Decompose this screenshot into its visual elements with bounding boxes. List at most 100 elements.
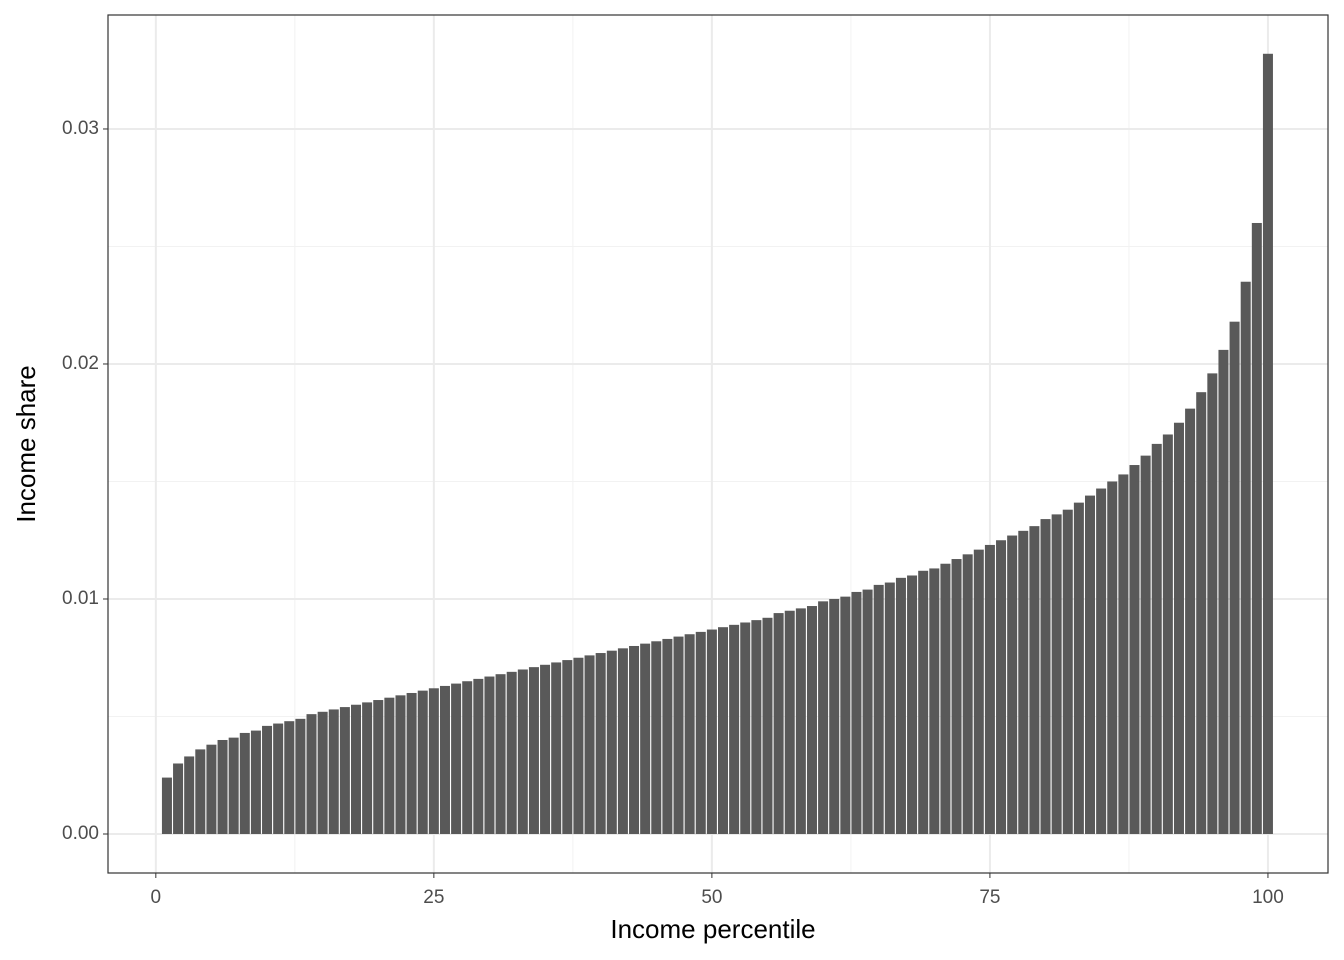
bar — [551, 662, 562, 834]
bar — [506, 671, 517, 834]
bar — [595, 653, 606, 834]
bar — [851, 591, 862, 834]
x-tick-label: 100 — [1252, 887, 1284, 908]
bar — [1029, 526, 1040, 834]
bar — [439, 685, 450, 834]
bar — [996, 540, 1007, 834]
bar — [895, 577, 906, 834]
bar — [940, 563, 951, 834]
bar — [540, 664, 551, 834]
bar — [217, 739, 228, 834]
bar — [395, 695, 406, 834]
bar — [1129, 465, 1140, 834]
bar — [606, 650, 617, 834]
bar — [161, 777, 172, 834]
y-tick-label: 0.02 — [62, 353, 99, 374]
bar — [195, 749, 206, 834]
bar — [1007, 535, 1018, 834]
bar — [651, 641, 662, 834]
bar — [1151, 443, 1162, 834]
bar — [306, 714, 317, 834]
bar — [328, 709, 339, 834]
bar — [1162, 434, 1173, 834]
y-tick-label: 0.01 — [62, 588, 99, 609]
bar — [1229, 321, 1240, 834]
bar — [951, 559, 962, 834]
bar — [795, 608, 806, 834]
bar — [918, 570, 929, 834]
bar — [484, 676, 495, 834]
x-tick-label: 25 — [423, 887, 444, 908]
bar — [1040, 519, 1051, 834]
bar — [562, 660, 573, 834]
bar — [1196, 392, 1207, 834]
bar — [784, 610, 795, 834]
bar — [762, 617, 773, 834]
bar — [1240, 281, 1251, 834]
bar — [451, 683, 462, 834]
bar — [339, 707, 350, 834]
bar — [1107, 481, 1118, 834]
bar — [228, 737, 239, 834]
bar — [1218, 349, 1229, 834]
bar — [1096, 488, 1107, 834]
bar — [806, 606, 817, 834]
bar — [350, 704, 362, 834]
bar — [462, 681, 473, 834]
bar — [718, 627, 729, 834]
bar — [295, 718, 306, 834]
bar — [840, 596, 851, 834]
bar — [684, 634, 695, 834]
bar — [740, 622, 751, 834]
bar — [406, 692, 417, 834]
bar — [984, 544, 995, 834]
y-tick-label: 0.00 — [62, 823, 99, 844]
bar — [640, 643, 651, 834]
bar — [517, 669, 528, 834]
x-axis-title: Income percentile — [610, 914, 815, 944]
bar — [873, 584, 884, 834]
bar — [829, 598, 840, 834]
bar — [428, 688, 439, 834]
bar — [1018, 530, 1029, 834]
bar — [1173, 422, 1184, 834]
bar — [1118, 474, 1129, 834]
bar — [1251, 222, 1262, 834]
x-tick-label: 75 — [979, 887, 1000, 908]
bar — [1073, 502, 1084, 834]
bar — [862, 589, 873, 834]
bar — [284, 721, 295, 834]
bar — [729, 624, 740, 834]
bar — [1062, 509, 1073, 834]
bar — [250, 730, 261, 834]
bar — [495, 674, 506, 834]
bar — [818, 601, 829, 834]
bar — [1085, 495, 1096, 834]
y-tick-label: 0.03 — [62, 118, 99, 139]
bar — [751, 620, 762, 834]
y-axis-title: Income share — [11, 365, 41, 523]
bar — [528, 667, 539, 834]
bar — [417, 690, 428, 834]
panel-border — [107, 14, 1329, 874]
bar — [973, 549, 984, 834]
bar — [173, 763, 184, 834]
bar — [617, 648, 628, 834]
bar — [184, 756, 195, 834]
bar — [884, 582, 895, 834]
bar — [206, 744, 217, 834]
bar — [662, 638, 673, 834]
bar — [573, 657, 584, 834]
x-tick-label: 0 — [151, 887, 162, 908]
bar — [1262, 53, 1273, 834]
bar — [384, 697, 395, 834]
bar — [317, 711, 328, 834]
bar — [1185, 408, 1196, 834]
bar — [695, 631, 706, 834]
bar — [473, 678, 484, 834]
bar — [1207, 373, 1218, 834]
bar — [706, 629, 717, 834]
bar — [362, 702, 373, 834]
bar — [907, 575, 918, 834]
